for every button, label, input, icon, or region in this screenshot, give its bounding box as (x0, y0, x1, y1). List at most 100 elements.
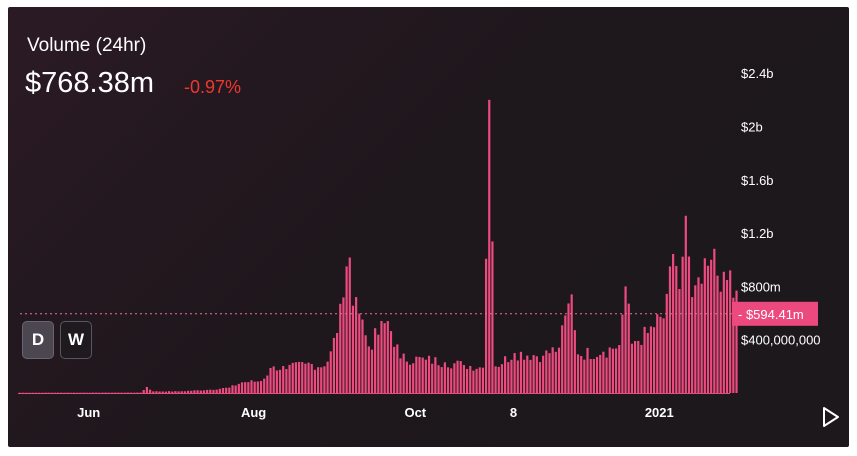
volume-bar (342, 297, 345, 393)
volume-bar (320, 367, 323, 393)
volume-bar (396, 344, 399, 393)
volume-bar (316, 367, 320, 393)
volume-bar (640, 344, 643, 393)
volume-bar (190, 390, 193, 393)
volume-bar (95, 392, 98, 394)
volume-bar (700, 283, 703, 393)
volume-bar (697, 277, 700, 393)
volume-bar (475, 368, 478, 393)
volume-bar (532, 355, 535, 393)
volume-bar (583, 359, 586, 393)
x-tick-label: 2021 (645, 405, 674, 420)
volume-bar (576, 354, 580, 393)
volume-bar (678, 289, 681, 393)
volume-bar (459, 361, 462, 393)
volume-bar (158, 391, 161, 393)
volume-bar (187, 390, 190, 393)
volume-bar (272, 366, 275, 393)
volume-bar (155, 391, 158, 393)
volume-bar (323, 366, 326, 393)
volume-bar (542, 355, 545, 393)
volume-bar (231, 385, 234, 393)
current-value-label-bg (732, 301, 818, 326)
volume-bar (586, 347, 589, 393)
volume-bar (431, 363, 434, 393)
volume-bar (329, 351, 332, 393)
week-interval-button[interactable]: W (60, 321, 92, 359)
volume-bar (497, 366, 500, 393)
volume-bar (557, 347, 561, 393)
volume-bar (332, 337, 336, 393)
volume-bar (646, 333, 649, 393)
volume-bar (462, 365, 465, 393)
volume-bar (177, 391, 180, 393)
y-tick-label: $1.2b (741, 226, 774, 241)
volume-bar (269, 368, 272, 393)
volume-bar (465, 368, 469, 393)
volume-bar (481, 367, 485, 393)
volume-bar (282, 365, 285, 393)
volume-bar (307, 362, 310, 393)
volume-bar (637, 340, 640, 393)
volume-bar (364, 335, 367, 393)
day-interval-button[interactable]: D (22, 321, 54, 359)
volume-bar (614, 348, 618, 393)
volume-bar (412, 363, 415, 393)
volume-bar (716, 275, 719, 393)
volume-bar (538, 362, 542, 393)
volume-bar (621, 314, 624, 393)
volume-bar (402, 353, 405, 393)
volume-bar (221, 388, 225, 393)
volume-bar (545, 350, 548, 393)
x-tick-label: Oct (404, 405, 426, 420)
volume-bar-chart[interactable]: - $594.41m $400,000,000 $800m $1.2b $1.6b $2b… (8, 7, 849, 447)
volume-bar (167, 391, 171, 393)
volume-bar (567, 303, 570, 393)
volume-bar (504, 356, 507, 393)
volume-bar (719, 291, 722, 393)
volume-bar (592, 358, 595, 393)
volume-bar (126, 392, 129, 394)
volume-bar (633, 341, 637, 393)
volume-bar (551, 347, 554, 393)
volume-bar (225, 387, 228, 393)
volume-bar (710, 259, 713, 393)
play-icon[interactable] (822, 406, 840, 428)
volume-change: -0.97% (184, 77, 242, 97)
volume-bar (691, 297, 694, 393)
volume-bar (202, 390, 206, 393)
volume-bar (437, 365, 440, 393)
volume-bar (212, 389, 215, 393)
volume-bar (672, 253, 675, 393)
volume-bar (580, 356, 583, 393)
volume-bar (694, 285, 697, 393)
volume-bar (434, 357, 437, 393)
volume-bar (443, 362, 446, 393)
volume-bar (446, 367, 450, 393)
volume-value: $768.38m (25, 67, 154, 99)
volume-bar (408, 364, 412, 393)
volume-bar (405, 361, 408, 393)
volume-bar (313, 369, 317, 393)
volume-bar (345, 266, 348, 393)
volume-bar (684, 215, 687, 393)
volume-bar (196, 390, 199, 393)
volume-bar (367, 346, 370, 393)
volume-bar (310, 364, 313, 393)
volume-bar (630, 343, 634, 393)
volume-bar (421, 357, 424, 393)
volume-bar (206, 389, 209, 393)
volume-bar (526, 355, 529, 393)
volume-bar (624, 286, 627, 393)
volume-bar (589, 359, 592, 393)
volume-bar (469, 365, 472, 393)
volume-bar (602, 351, 605, 393)
volume-bar (256, 381, 259, 393)
volume-bar (611, 348, 614, 393)
volume-bar (336, 333, 339, 393)
volume-bar (339, 303, 342, 393)
volume-bar (288, 364, 291, 393)
volume-bar (244, 382, 247, 393)
volume-bar (142, 390, 145, 393)
volume-bar (687, 256, 691, 393)
